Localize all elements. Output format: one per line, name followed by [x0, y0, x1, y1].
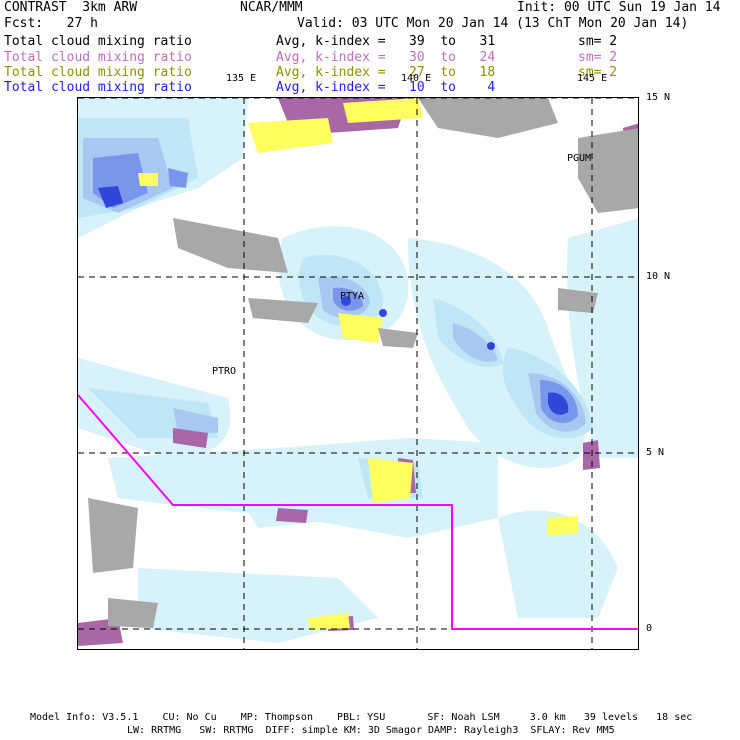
valid-time: Valid: 03 UTC Mon 20 Jan 14 (13 ChT Mon … [297, 16, 689, 31]
station-ptro: PTRO [212, 366, 237, 377]
legend-field-4: Total cloud mixing ratio [4, 80, 192, 95]
legend-sm-3: sm= 2 [578, 65, 618, 80]
lon-label-145: 145 E [577, 73, 608, 84]
lat-label-15n: 15 N [646, 92, 671, 103]
cloud-dark-blue [98, 186, 569, 415]
legend-sm-2: sm= 2 [578, 50, 618, 65]
lon-label-140: 140 E [401, 73, 432, 84]
lat-label-10n: 10 N [646, 271, 671, 282]
legend-field-3: Total cloud mixing ratio [4, 65, 192, 80]
legend-avg-4: Avg, k-index = 10 to 4 [276, 80, 496, 95]
forecast-hour: Fcst: 27 h [4, 16, 98, 31]
cloud-gray [88, 98, 638, 628]
station-ptya: PTYA [340, 291, 365, 302]
org-label: NCAR/MMM [240, 0, 303, 15]
legend-avg-3: Avg, k-index = 27 to 18 [276, 65, 496, 80]
station-pgum: PGUM [567, 153, 592, 164]
lon-label-135: 135 E [226, 73, 257, 84]
lat-lon-grid [78, 98, 638, 649]
legend-sm-1: sm= 2 [578, 34, 618, 49]
model-title: CONTRAST 3km ARW [4, 0, 138, 15]
map-panel: PGUM PTYA PTRO [77, 97, 639, 650]
boundary-line [78, 394, 638, 630]
cloud-yellow [138, 98, 578, 630]
model-info-line2: LW: RRTMG SW: RRTMG DIFF: simple KM: 3D … [127, 725, 615, 736]
lat-label-5n: 5 N [646, 447, 665, 458]
model-info-line1: Model Info: V3.5.1 CU: No Cu MP: Thompso… [30, 712, 693, 723]
lat-label-0: 0 [646, 623, 653, 634]
legend-field-2: Total cloud mixing ratio [4, 50, 192, 65]
legend-avg-1: Avg, k-index = 39 to 31 [276, 34, 496, 49]
legend-avg-2: Avg, k-index = 30 to 24 [276, 50, 496, 65]
cloud-field-map [78, 98, 638, 649]
init-time: Init: 00 UTC Sun 19 Jan 14 [517, 0, 721, 15]
legend-field-1: Total cloud mixing ratio [4, 34, 192, 49]
